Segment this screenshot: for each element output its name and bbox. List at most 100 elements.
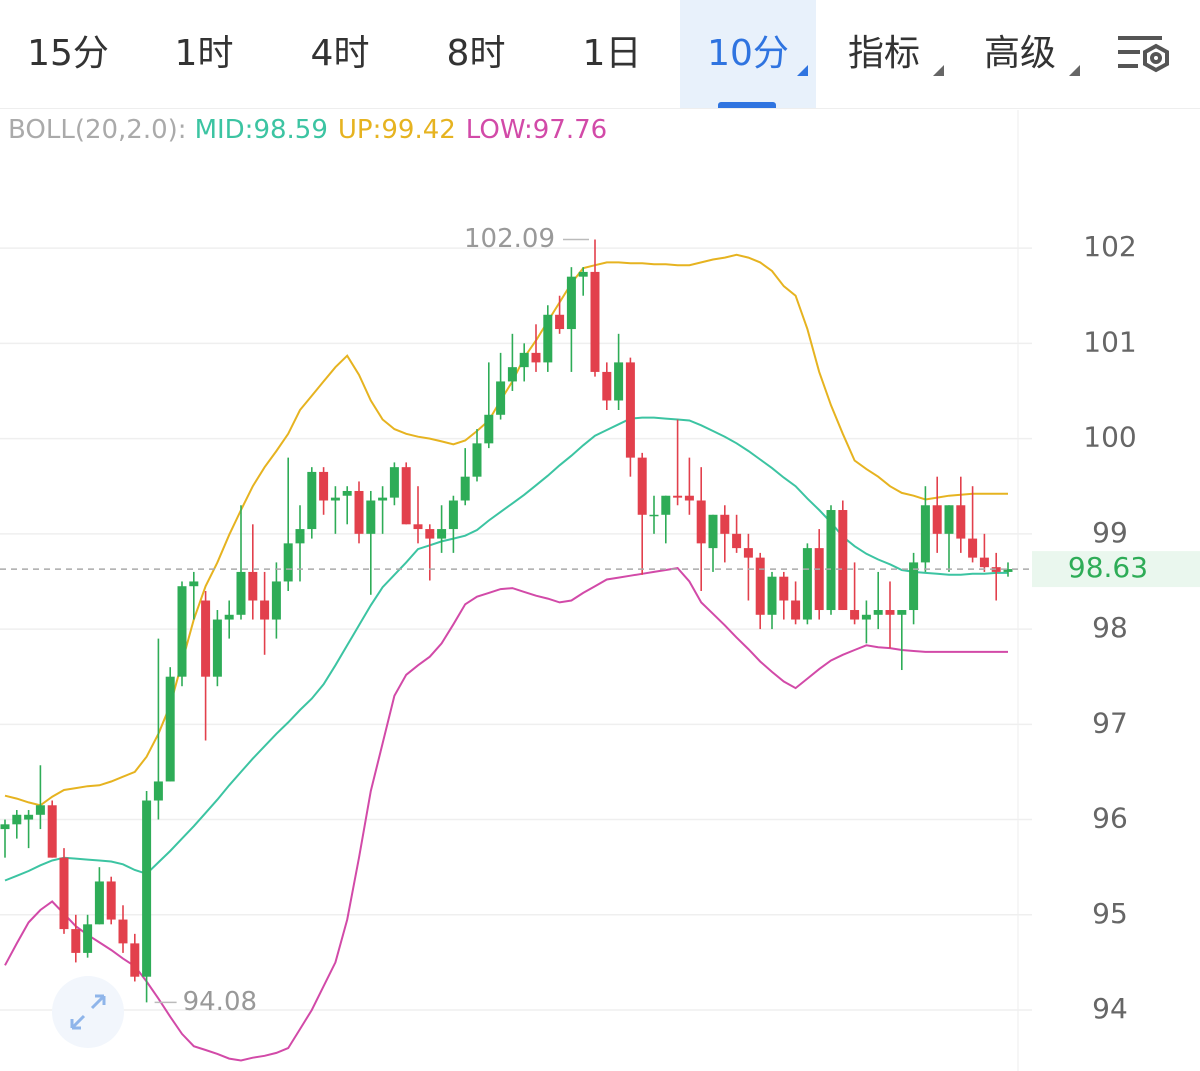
tab[interactable]: 指标 (816, 0, 952, 108)
legend-name: LOW: (466, 115, 533, 145)
candle-body (437, 529, 447, 539)
candle-body (649, 514, 659, 517)
candle-body (118, 919, 128, 944)
y-tick-label: 100 (1083, 421, 1136, 454)
candle-body (177, 586, 187, 677)
candle-body (991, 567, 1001, 572)
candle-body (684, 495, 694, 501)
candle-body (0, 824, 10, 830)
candle-body (743, 548, 753, 558)
tab[interactable]: 15分 (0, 0, 136, 108)
candle-body (319, 471, 329, 501)
tab-label: 指标 (847, 33, 920, 74)
y-tick-label: 102 (1083, 230, 1136, 263)
candle-body (283, 543, 293, 582)
candle-body (342, 490, 352, 496)
candle-body (295, 529, 305, 544)
min-label: 94.08 (183, 987, 257, 1017)
candle-body (720, 514, 730, 534)
candle-body (472, 443, 482, 477)
candle-body (47, 805, 57, 858)
candle-body (260, 600, 270, 620)
candle-body (378, 497, 388, 501)
candle-body (531, 352, 541, 363)
legend-value: 99.42 (381, 115, 455, 145)
tab-label: 4时 (310, 33, 370, 74)
tab[interactable]: 1日 (544, 0, 680, 108)
candle-body (201, 600, 211, 677)
candle-body (873, 610, 883, 615)
y-tick-label: 95 (1092, 897, 1128, 930)
tab-label: 1日 (582, 33, 642, 74)
dropdown-mark (797, 65, 808, 76)
tab[interactable]: 4时 (272, 0, 408, 108)
candle-body (637, 457, 647, 515)
y-tick-label: 98 (1092, 611, 1128, 644)
last-price-label: 98.63 (1068, 551, 1148, 584)
tab[interactable]: 1时 (136, 0, 272, 108)
candle-body (826, 510, 836, 611)
tab[interactable]: 8时 (408, 0, 544, 108)
candle-body (142, 800, 152, 977)
candle-body (106, 881, 116, 920)
candle-body (12, 814, 22, 825)
candle-body (944, 505, 954, 534)
band-line (4, 253, 1008, 807)
settings-icon[interactable] (1118, 36, 1169, 73)
tab-label: 10分 (707, 33, 789, 74)
candle-body (814, 548, 824, 611)
candle-body (590, 271, 600, 372)
candle-body (602, 371, 612, 401)
candle-body (555, 314, 565, 330)
candle-body (59, 857, 69, 930)
candle-body (484, 414, 494, 444)
indicator-label: BOLL(20,2.0): (8, 115, 187, 145)
candle-body (307, 471, 317, 530)
candle-body (673, 495, 683, 498)
candle-body (791, 600, 801, 620)
candle-body (543, 314, 553, 363)
candle-body (236, 571, 246, 615)
dropdown-mark (933, 65, 944, 76)
y-tick-label: 94 (1092, 992, 1128, 1025)
candle-body (413, 524, 423, 530)
candle-body (708, 514, 718, 549)
candle-body (885, 610, 895, 615)
legend-name: UP: (338, 115, 381, 145)
expand-button[interactable] (52, 976, 124, 1048)
y-tick-label: 96 (1092, 802, 1128, 835)
legend: BOLL(20,2.0): MID:98.59 UP:99.42 LOW:97.76 (8, 115, 607, 145)
candle-body (578, 271, 588, 277)
candle-body (401, 467, 411, 525)
candle-body (932, 505, 942, 534)
candle-body (165, 676, 175, 782)
candle-body (755, 557, 765, 615)
tab-label: 15分 (27, 33, 109, 74)
candle-body (696, 500, 706, 544)
max-label: 102.09 (464, 224, 555, 254)
candle-body (802, 548, 812, 620)
candle-body (779, 576, 789, 601)
tab[interactable]: 10分 (680, 0, 816, 108)
tab-label: 高级 (983, 33, 1056, 74)
candle-body (24, 814, 34, 820)
candle-body (448, 500, 458, 530)
dropdown-mark (1069, 65, 1080, 76)
tab-bar: 15分 1时 4时 8时 1日 10分 指标 高级 (0, 0, 1200, 109)
candle-body (897, 610, 907, 615)
candle-body (130, 943, 140, 977)
candle-body (496, 381, 506, 415)
candle-body (732, 533, 742, 549)
candle-body (614, 362, 624, 401)
candle-body (71, 929, 81, 953)
tab[interactable]: 高级 (952, 0, 1088, 108)
candle-body (354, 490, 364, 534)
candle-body (909, 562, 919, 611)
candle-body (389, 467, 399, 498)
candle-body (35, 805, 45, 815)
candle-body (767, 576, 777, 615)
candle-body (425, 529, 435, 539)
candle-body (330, 497, 340, 501)
